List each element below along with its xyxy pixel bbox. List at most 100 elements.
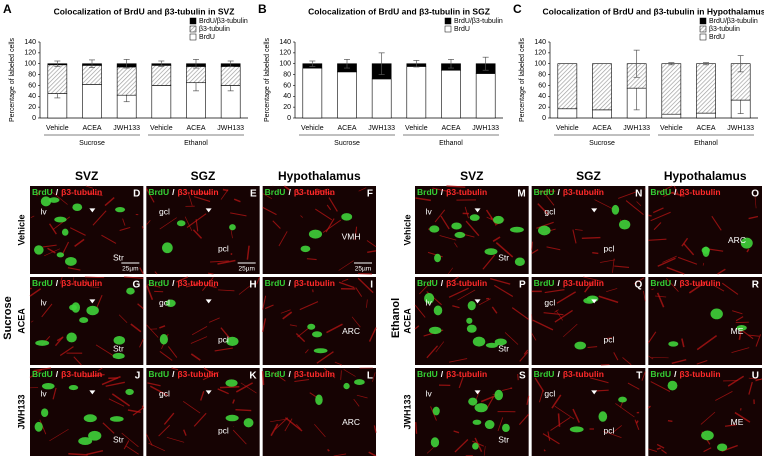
stain-separator: /: [172, 278, 175, 288]
stain-separator: /: [288, 187, 291, 197]
x-tick-label: ACEA: [337, 125, 356, 132]
stain-separator: /: [56, 187, 59, 197]
fiber: [700, 411, 716, 425]
fiber: [29, 288, 42, 297]
stain-separator: /: [56, 369, 59, 379]
fiber: [526, 395, 530, 405]
region-label: Str: [113, 252, 124, 262]
arrowhead: [474, 299, 481, 304]
fiber: [235, 382, 254, 393]
stain-green: BrdU: [148, 187, 169, 197]
stain-red: β3-tubulin: [446, 187, 487, 197]
fiber: [696, 359, 708, 365]
fiber: [238, 285, 251, 295]
cell: [537, 225, 551, 236]
stain-green: BrdU: [650, 369, 671, 379]
stain-label: BrdU / β3-tubulin: [32, 187, 102, 197]
y-tick-label: 20: [538, 104, 546, 111]
fiber: [30, 320, 34, 323]
cell: [474, 403, 488, 413]
fiber: [272, 371, 286, 382]
group-label: Sucrose: [79, 140, 105, 147]
fiber: [353, 398, 360, 407]
fiber: [735, 316, 744, 322]
fiber: [334, 361, 343, 366]
legend-swatch: [189, 17, 197, 25]
stain-green: BrdU: [417, 278, 438, 288]
region-label: pcl: [218, 335, 229, 345]
bar-segment: [696, 112, 716, 119]
fiber: [661, 449, 667, 454]
fiber: [504, 332, 519, 345]
stain-label: BrdU / β3-tubulin: [148, 187, 218, 197]
fiber: [452, 305, 460, 309]
region-label: Str: [498, 252, 509, 262]
fiber: [606, 337, 613, 340]
fiber: [523, 349, 529, 355]
panel-letter: S: [519, 371, 526, 382]
fiber: [592, 251, 599, 255]
stain-red: β3-tubulin: [294, 278, 335, 288]
cell: [225, 379, 238, 387]
stain-red: β3-tubulin: [61, 187, 102, 197]
fiber: [446, 185, 466, 188]
micrograph: BrdU / β3-tubulin F VMH 25µm: [262, 185, 377, 275]
micrograph: BrdU / β3-tubulin O ARC: [648, 185, 762, 275]
fiber: [304, 349, 309, 354]
cell: [79, 317, 89, 324]
group-label: Sucrose: [589, 140, 615, 147]
fiber: [137, 303, 144, 310]
stain-separator: /: [557, 369, 560, 379]
fiber: [534, 377, 545, 392]
cell: [433, 305, 443, 316]
y-axis-label: Percentage of labeled cells: [9, 37, 16, 122]
panel-letter: J: [135, 371, 141, 382]
fiber: [166, 437, 185, 443]
region-label: pcl: [604, 335, 615, 345]
fiber: [108, 398, 125, 407]
fiber: [141, 405, 145, 409]
x-tick-label: Vehicle: [660, 125, 683, 132]
region-label: pcl: [218, 426, 229, 436]
x-tick-label: ACEA: [441, 125, 460, 132]
fiber: [368, 451, 377, 456]
stain-separator: /: [557, 278, 560, 288]
cell: [429, 225, 440, 233]
fiber: [86, 449, 104, 456]
fiber: [340, 370, 342, 380]
legend-label: BrdU: [454, 26, 470, 33]
fiber: [208, 284, 217, 289]
fiber: [270, 423, 279, 437]
fiber: [284, 417, 303, 432]
fiber: [89, 286, 100, 288]
fiber: [450, 276, 459, 283]
stain-label: BrdU / β3-tubulin: [417, 278, 487, 288]
y-tick-label: 140: [534, 39, 546, 46]
fiber: [30, 215, 35, 218]
stain-red: β3-tubulin: [679, 278, 720, 288]
fiber: [654, 371, 657, 375]
fiber: [338, 260, 354, 271]
cell: [83, 414, 97, 423]
y-tick-label: 100: [24, 61, 36, 68]
cell: [485, 342, 498, 348]
cell: [736, 324, 747, 331]
x-tick-label: JWH133: [217, 125, 244, 132]
row-label: JWH133: [402, 394, 412, 429]
fiber: [47, 247, 56, 254]
legend-swatch: [444, 25, 452, 33]
fiber: [633, 277, 645, 285]
fiber: [572, 229, 577, 244]
x-tick-label: Vehicle: [301, 125, 324, 132]
region-label: Str: [113, 434, 124, 444]
bar-segment: [661, 113, 682, 119]
stain-label: BrdU / β3-tubulin: [265, 278, 335, 288]
cell: [354, 379, 365, 386]
y-tick-label: 40: [28, 93, 36, 100]
stain-separator: /: [441, 187, 444, 197]
y-axis-label: Percentage of labeled cells: [264, 37, 271, 122]
fiber: [721, 282, 739, 295]
fiber: [278, 231, 288, 247]
panel-letter: M: [517, 189, 525, 200]
fiber: [666, 266, 685, 275]
